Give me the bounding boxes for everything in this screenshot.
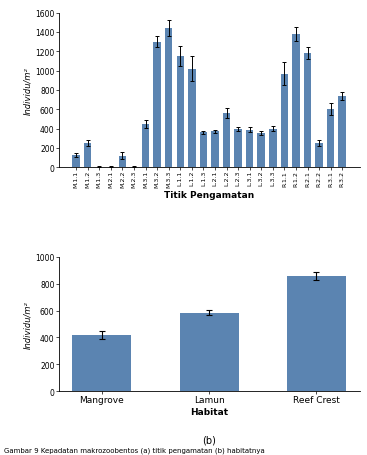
Bar: [327, 110, 334, 168]
Bar: [287, 277, 346, 391]
Bar: [223, 114, 230, 168]
Text: Gambar 9 Kepadatan makrozoobentos (a) titik pengamatan (b) habitatnya: Gambar 9 Kepadatan makrozoobentos (a) ti…: [4, 446, 264, 453]
Bar: [165, 29, 172, 168]
Bar: [177, 57, 184, 168]
Y-axis label: Individu/m²: Individu/m²: [23, 67, 32, 115]
Bar: [200, 133, 207, 168]
Bar: [304, 54, 311, 168]
Bar: [246, 130, 254, 168]
X-axis label: Habitat: Habitat: [190, 407, 228, 416]
Bar: [84, 144, 91, 168]
Bar: [235, 129, 242, 168]
Bar: [269, 129, 277, 168]
Bar: [258, 134, 265, 168]
Bar: [211, 132, 219, 168]
Bar: [281, 74, 288, 168]
Bar: [72, 335, 131, 391]
Bar: [130, 167, 138, 168]
Bar: [188, 70, 196, 168]
Y-axis label: Individu/m²: Individu/m²: [23, 300, 32, 348]
Bar: [180, 313, 239, 391]
Bar: [95, 167, 103, 168]
Bar: [142, 125, 149, 168]
Bar: [338, 96, 346, 168]
Bar: [292, 35, 300, 168]
Bar: [119, 156, 126, 168]
Bar: [107, 167, 115, 168]
Text: (b): (b): [202, 434, 216, 444]
Text: (a): (a): [202, 276, 216, 286]
Bar: [72, 155, 80, 168]
Bar: [153, 43, 161, 168]
X-axis label: Titik Pengamatan: Titik Pengamatan: [164, 191, 254, 200]
Bar: [315, 144, 323, 168]
